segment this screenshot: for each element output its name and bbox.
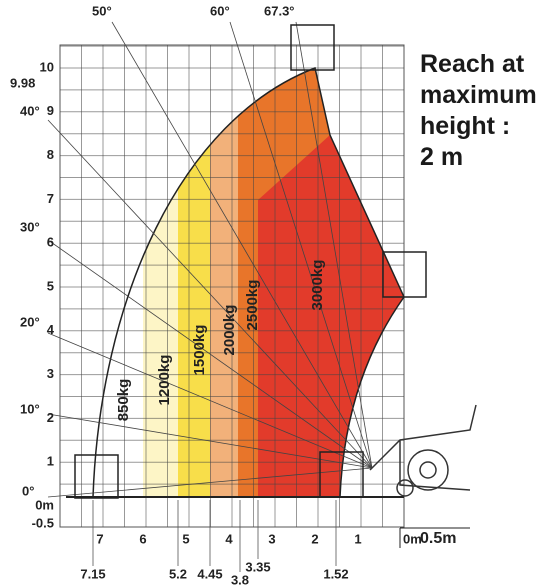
angle-label: 30°: [20, 219, 40, 234]
y-tick-label: 8: [47, 147, 54, 162]
angle-label: 60°: [210, 3, 230, 18]
title-line: Reach at: [420, 50, 525, 78]
x-tick-label: 2: [311, 531, 318, 546]
y-tick-label: 9: [47, 103, 54, 118]
x-mark-label: 1.52: [323, 566, 348, 581]
y-tick-label: 7: [47, 191, 54, 206]
y-tick-label: 6: [47, 235, 54, 250]
y-tick-label: 0m: [35, 497, 54, 512]
x-tick-label: 0m: [403, 531, 422, 546]
title-line: height :: [420, 112, 510, 140]
angle-label: 10°: [20, 401, 40, 416]
title-line: 2 m: [420, 143, 463, 171]
angle-label: 40°: [20, 103, 40, 118]
y-tick-label: 2: [47, 410, 54, 425]
y-special-label: 9.98: [10, 75, 35, 90]
y-tick-label: 4: [47, 322, 55, 337]
x-tick-label: 1: [354, 531, 361, 546]
angle-label: 20°: [20, 314, 40, 329]
x-mark-label: 5.2: [169, 566, 187, 581]
y-tick-label: -0.5: [32, 515, 54, 530]
load-label: 850kg: [115, 379, 132, 422]
angle-label: 50°: [92, 3, 112, 18]
x-mark-label: 4.45: [197, 566, 222, 581]
title-line: maximum: [420, 81, 537, 109]
angle-label: 67.3°: [264, 3, 295, 18]
x-mark-label: 3.8: [231, 572, 249, 587]
y-tick-label: 5: [47, 278, 54, 293]
load-label: 2500kg: [244, 280, 261, 331]
load-label: 3000kg: [309, 260, 326, 311]
x-mark-label: 7.15: [80, 566, 105, 581]
x-tick-label: 4: [225, 531, 233, 546]
load-label: 1500kg: [191, 325, 208, 376]
x-mark-label: 3.35: [245, 559, 270, 574]
load-label: 2000kg: [221, 305, 238, 356]
y-tick-label: 3: [47, 366, 54, 381]
x-tick-label: 6: [139, 531, 146, 546]
load-chart: Reach at maximum height : 2 m 0° 10° 20° 30° 40°…: [0, 0, 546, 587]
scale-label: 0.5m: [420, 530, 456, 547]
load-label: 1200kg: [156, 355, 173, 406]
x-tick-label: 5: [182, 531, 189, 546]
x-tick-label: 7: [96, 531, 103, 546]
y-tick-label: 10: [40, 59, 54, 74]
angle-label: 0°: [22, 483, 34, 498]
x-tick-label: 3: [268, 531, 275, 546]
y-tick-label: 1: [47, 454, 54, 469]
